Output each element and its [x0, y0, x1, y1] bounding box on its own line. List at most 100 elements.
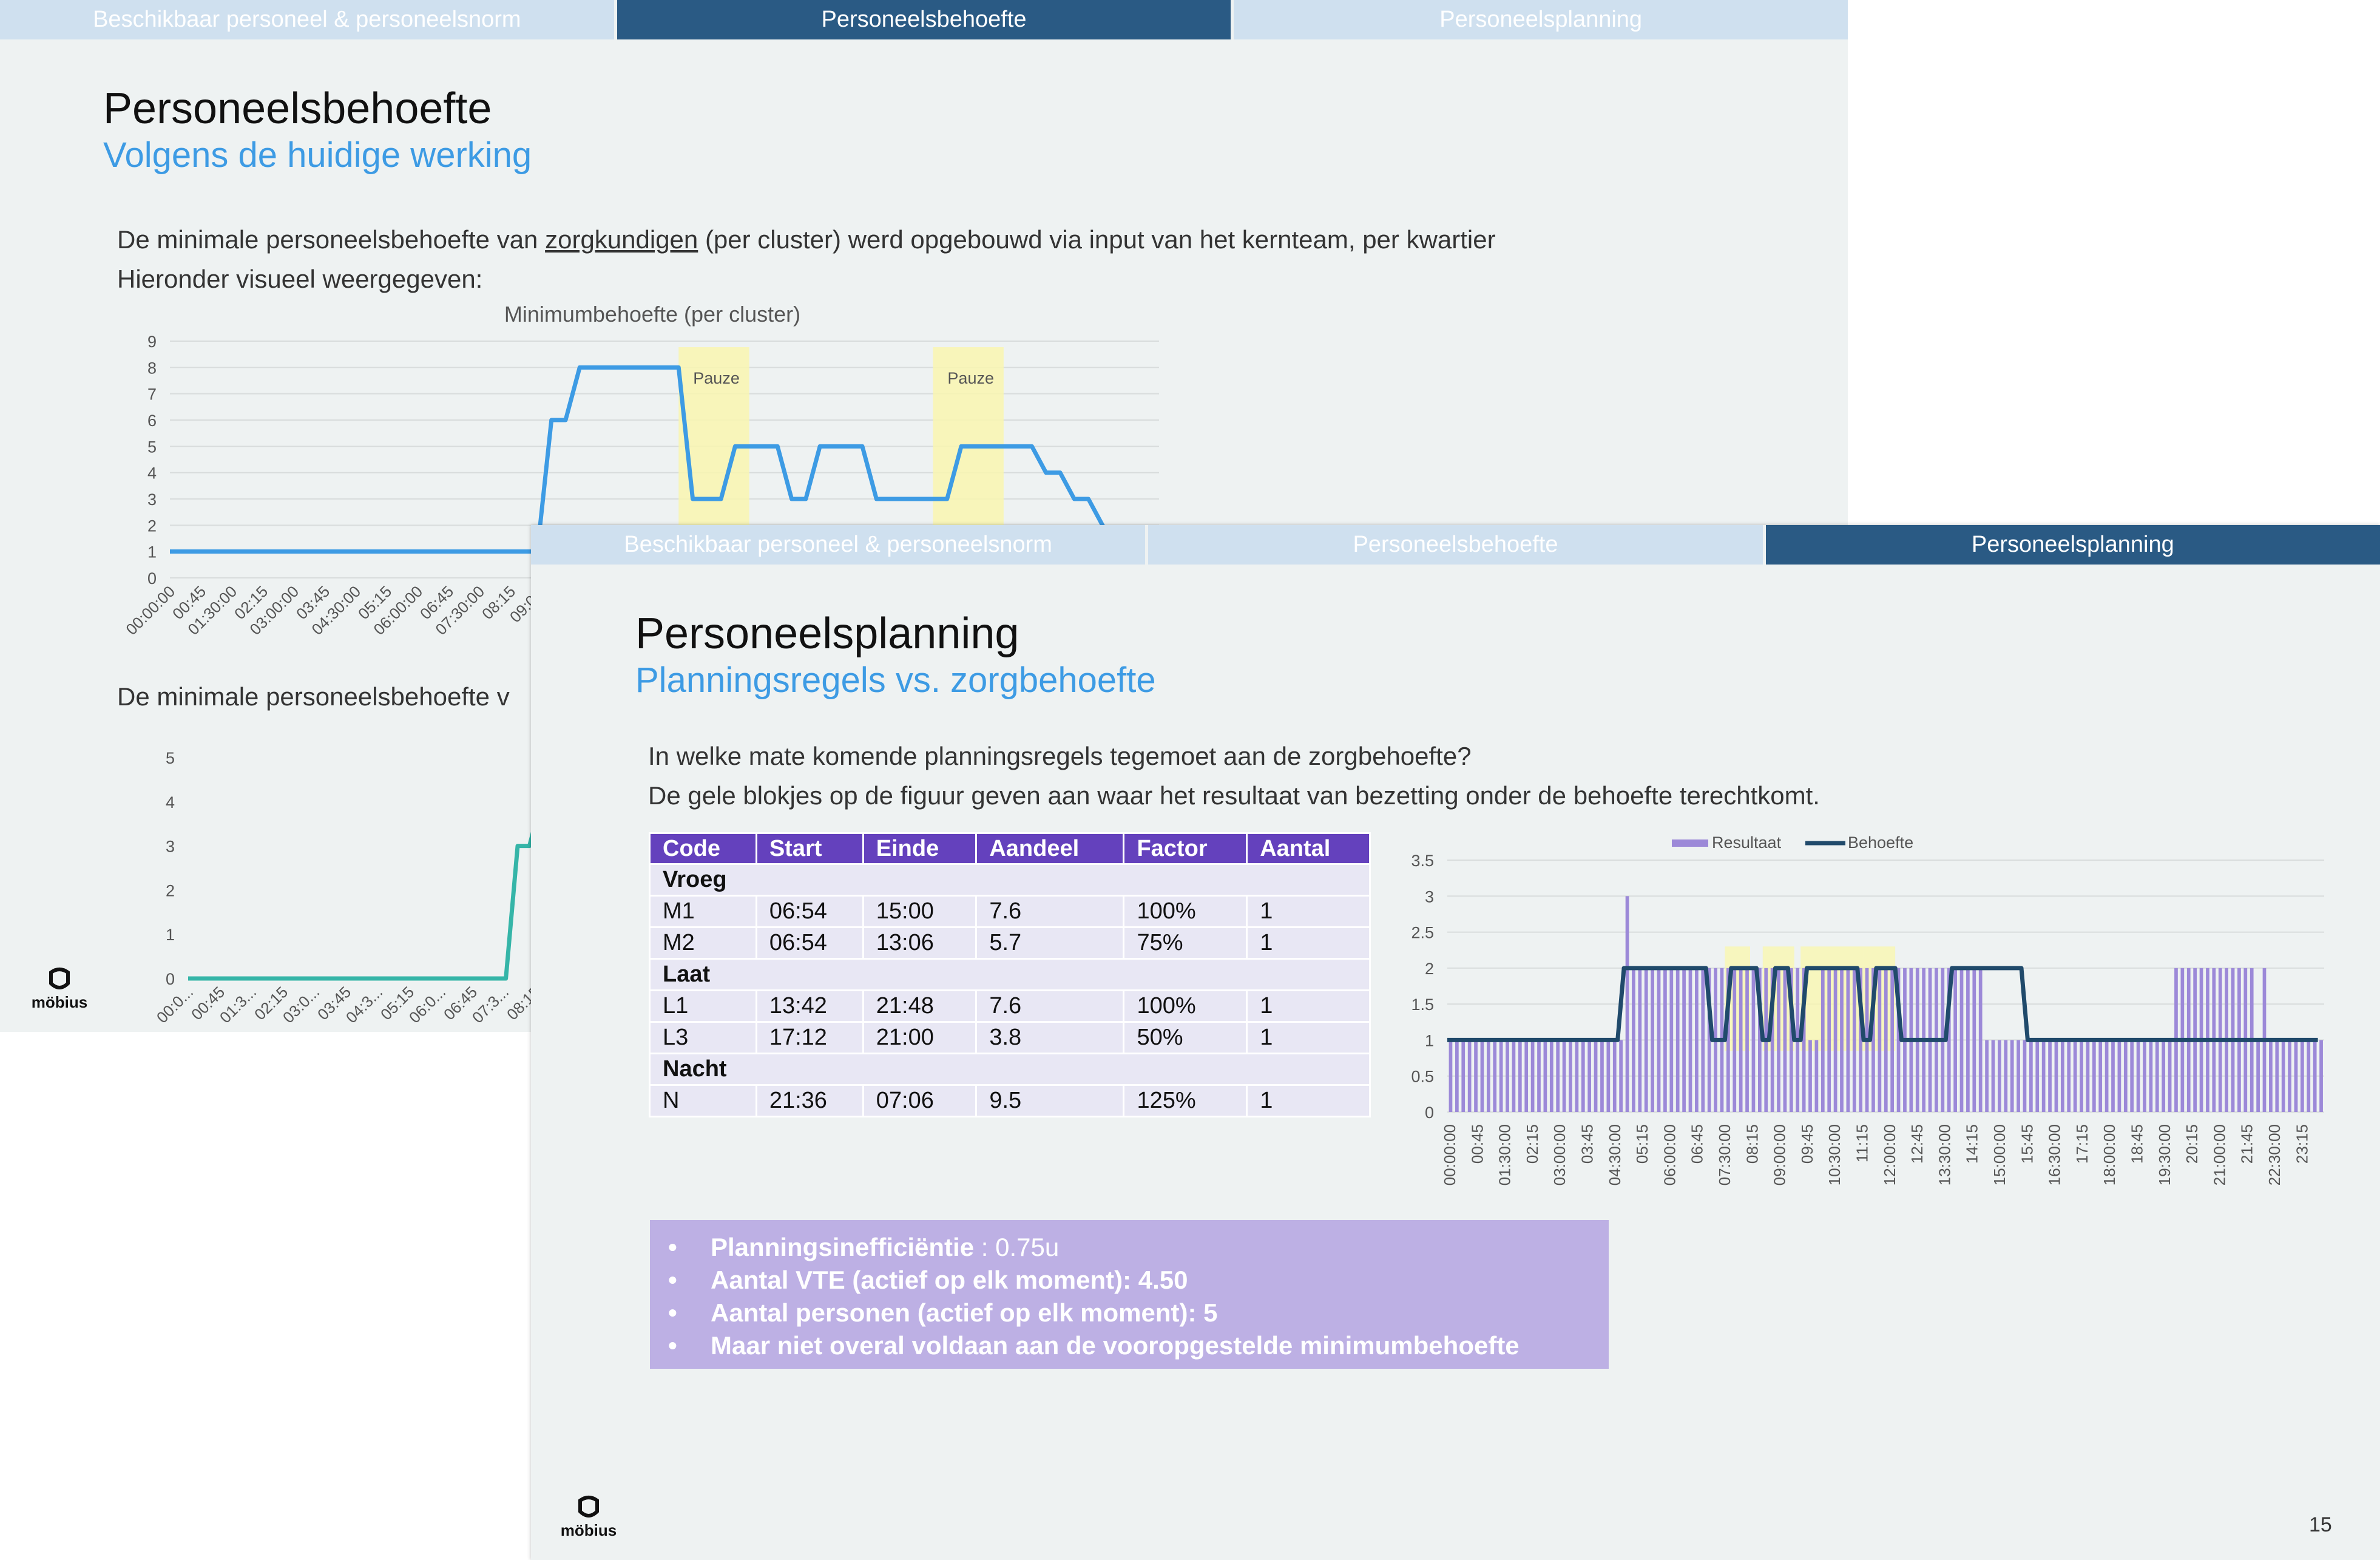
bullet-item: • Aantal personen (actief op elk moment):…	[668, 1298, 1218, 1327]
summary-box: • Planningsinefficiëntie : 0.75u • Aantal …	[650, 1220, 1609, 1369]
table-row: M1 06:54 15:00 7.6 100% 1	[649, 895, 1371, 928]
mobius-logo: möbius	[561, 1496, 617, 1539]
resultaat-bar	[1556, 1040, 1560, 1112]
intro-line-2: De gele blokjes op de figuur geven aan w…	[648, 781, 1820, 810]
header-einde: Einde	[862, 832, 978, 865]
y-tick-label: 2	[166, 881, 175, 900]
table-header-row: Code Start Einde Aandeel Factor Aantal	[649, 832, 1371, 865]
resultaat-bar	[2035, 1040, 2040, 1112]
pauze-label: Pauze	[693, 369, 740, 387]
series-line	[188, 799, 540, 981]
page-subtitle: Volgens de huidige werking	[103, 135, 532, 175]
x-tick-label: 03:45	[1578, 1124, 1597, 1164]
resultaat-bar	[1600, 1040, 1604, 1112]
table-cell: 3.8	[975, 1021, 1125, 1054]
x-tick-label: 20:15	[2183, 1124, 2201, 1164]
resultaat-bar	[1959, 968, 1964, 1112]
chart-title: Minimumbehoefte (per cluster)	[504, 302, 800, 327]
table-row: L1 13:42 21:48 7.6 100% 1	[649, 989, 1371, 1023]
resultaat-bar	[2010, 1040, 2014, 1112]
y-tick-label: 1	[166, 926, 175, 944]
resultaat-bar	[2269, 1040, 2273, 1112]
table-cell: M2	[649, 926, 757, 960]
resultaat-bar	[2281, 1040, 2285, 1112]
resultaat-bar	[1890, 968, 1895, 1112]
x-tick-label: 22:30:00	[2265, 1124, 2284, 1185]
resultaat-bar	[1644, 968, 1648, 1112]
tab-personeelsplanning[interactable]: Personeelsplanning	[1765, 525, 2380, 565]
resultaat-bar	[2143, 1040, 2146, 1112]
resultaat-bar	[1745, 968, 1749, 1112]
resultaat-bar	[1537, 1040, 1541, 1112]
table-cell: 100%	[1123, 989, 1248, 1023]
x-tick-label: 05:15	[1633, 1124, 1651, 1164]
minimumbehoefte-chart: Minimumbehoefte (per cluster) 0 1 2 3 4 5 6 7 8 9 P…	[122, 302, 1159, 639]
slide-personeelsplanning: Beschikbaar personeel & personeelsnorm P…	[531, 525, 2380, 1560]
x-tick-label: 00:00:00	[1441, 1124, 1459, 1185]
table-cell: 1	[1246, 1021, 1371, 1054]
group-label: Laat	[649, 958, 1371, 991]
resultaat-bar	[1657, 968, 1661, 1112]
x-tick-label: 13:30:00	[1935, 1124, 1953, 1185]
resultaat-bar	[1638, 968, 1642, 1112]
x-tick-label: 10:30:00	[1825, 1124, 1844, 1185]
x-tick-label: 06:00:00	[1660, 1124, 1679, 1185]
resultaat-bar	[1985, 1040, 1989, 1112]
table-cell: 1	[1246, 895, 1371, 928]
resultaat-bar	[1701, 968, 1705, 1112]
legend-swatch-resultaat	[1672, 839, 1708, 847]
resultaat-bar	[2023, 1040, 2027, 1112]
resultaat-bar	[1606, 1040, 1611, 1112]
table-cell: 15:00	[862, 895, 978, 928]
x-tick-label: 01:3...	[216, 983, 260, 1026]
x-tick-label: 12:45	[1908, 1124, 1926, 1164]
intro-text-underlined: zorgkundigen	[545, 225, 698, 254]
y-tick-label: 6	[147, 412, 157, 430]
resultaat-bar	[1569, 1040, 1572, 1112]
x-tick-label: 01:30:00	[1496, 1124, 1514, 1185]
table-cell: 50%	[1123, 1021, 1248, 1054]
table-cell: 7.6	[975, 989, 1125, 1023]
resultaat-bar	[1449, 1040, 1453, 1112]
resultaat-bar	[2111, 1040, 2115, 1112]
y-tick-label: 8	[147, 359, 157, 377]
resultaat-bar	[2098, 1040, 2103, 1112]
resultaat-bar	[2041, 1040, 2046, 1112]
tab-personeelsbehoefte[interactable]: Personeelsbehoefte	[1148, 525, 1763, 565]
y-tick-label: 2.5	[1411, 924, 1434, 942]
resultaat-bar	[1587, 1040, 1592, 1112]
resultaat-bar	[2294, 1040, 2298, 1112]
tab-personeelsbehoefte[interactable]: Personeelsbehoefte	[617, 0, 1231, 39]
table-cell: 75%	[1123, 926, 1248, 960]
y-tick-label: 0	[1425, 1104, 1434, 1122]
y-tick-label: 3	[147, 490, 157, 509]
tab-personeelsplanning[interactable]: Personeelsplanning	[1234, 0, 1848, 39]
resultaat-bar	[1777, 968, 1780, 1112]
y-tick-label: 2	[1425, 960, 1434, 978]
y-tick-label: 1	[1425, 1031, 1434, 1050]
tab-beschikbaar-personeel[interactable]: Beschikbaar personeel & personeelsnorm	[531, 525, 1146, 565]
resultaat-bar	[1612, 1040, 1617, 1112]
resultaat-bar	[1733, 968, 1737, 1112]
x-tick-label: 15:00:00	[1990, 1124, 2009, 1185]
resultaat-bar	[2301, 1040, 2304, 1112]
bullet-item: • Maar niet overal voldaan aan de vooropg…	[668, 1331, 1520, 1360]
resultaat-bar	[1802, 968, 1806, 1112]
tab-beschikbaar-personeel[interactable]: Beschikbaar personeel & personeelsnorm	[0, 0, 614, 39]
table-cell: 125%	[1123, 1084, 1248, 1117]
resultaat-bar	[1991, 1040, 1995, 1112]
header-code: Code	[649, 832, 757, 865]
resultaat-bar	[2104, 1040, 2109, 1112]
table-row: N 21:36 07:06 9.5 125% 1	[649, 1084, 1371, 1117]
resultaat-bar	[1669, 968, 1674, 1112]
resultaat-bar	[2054, 1040, 2058, 1112]
planning-rules-table: Code Start Einde Aandeel Factor Aantal V…	[649, 832, 1371, 1117]
resultaat-bar	[2092, 1040, 2096, 1112]
x-tick-label: 07:3...	[468, 983, 512, 1026]
resultaat-bar	[2117, 1040, 2121, 1112]
resultaat-bar	[1998, 1040, 2001, 1112]
table-cell: M1	[649, 895, 757, 928]
intro-text-end: (per cluster) werd opgebouwd via input v…	[698, 225, 1496, 254]
resultaat-bar	[2288, 1040, 2291, 1112]
resultaat-bar	[1682, 968, 1686, 1112]
